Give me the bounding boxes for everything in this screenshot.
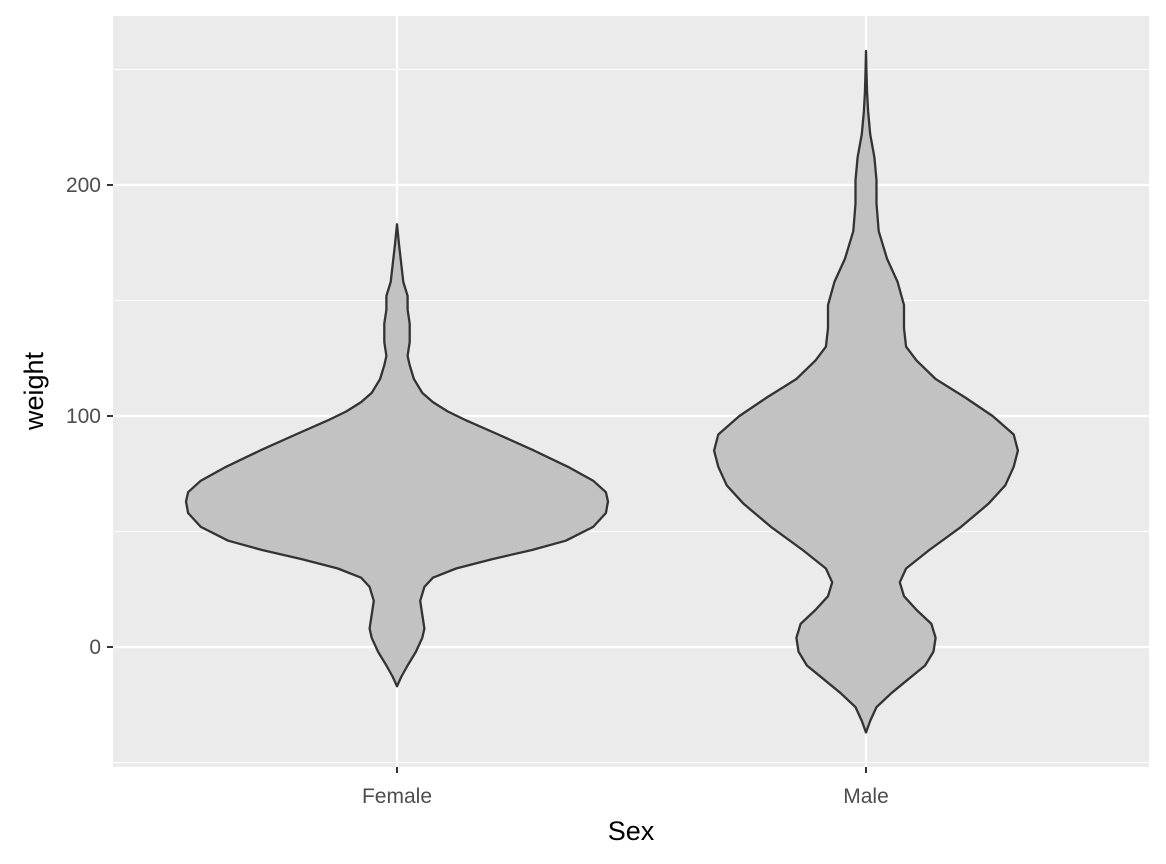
violins (184, 49, 1020, 734)
plot-panel (113, 16, 1149, 767)
axes: 0 100 200 Female Male (66, 174, 889, 808)
y-tick-label: 0 (89, 636, 101, 659)
y-tick-label: 100 (66, 405, 101, 428)
y-tick-label: 200 (66, 174, 101, 197)
x-tick-label-male: Male (843, 785, 889, 808)
x-axis-title: Sex (608, 816, 655, 846)
violin-male (712, 49, 1020, 734)
x-tick-label-female: Female (362, 785, 432, 808)
y-axis-title: weight (19, 351, 49, 431)
violin-female (184, 223, 610, 688)
